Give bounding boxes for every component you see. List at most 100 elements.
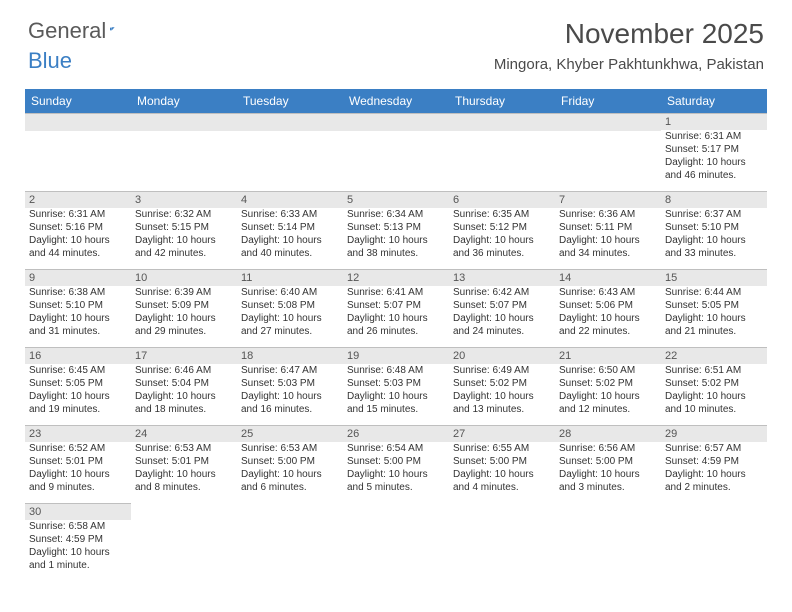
calendar-cell-empty xyxy=(661,503,767,581)
day-number: 1 xyxy=(661,113,767,130)
daylight-line: Daylight: 10 hours and 22 minutes. xyxy=(559,312,657,338)
sunset-line: Sunset: 5:10 PM xyxy=(665,221,763,234)
sunrise-line: Sunrise: 6:36 AM xyxy=(559,208,657,221)
sunrise-line: Sunrise: 6:31 AM xyxy=(29,208,127,221)
day-details: Sunrise: 6:56 AMSunset: 5:00 PMDaylight:… xyxy=(555,442,661,496)
calendar-cell: 8Sunrise: 6:37 AMSunset: 5:10 PMDaylight… xyxy=(661,191,767,269)
logo-text-general: General xyxy=(28,18,106,44)
calendar-cell: 10Sunrise: 6:39 AMSunset: 5:09 PMDayligh… xyxy=(131,269,237,347)
calendar-cell: 1Sunrise: 6:31 AMSunset: 5:17 PMDaylight… xyxy=(661,113,767,191)
sunrise-line: Sunrise: 6:33 AM xyxy=(241,208,339,221)
day-details: Sunrise: 6:57 AMSunset: 4:59 PMDaylight:… xyxy=(661,442,767,496)
calendar-cell-empty xyxy=(449,113,555,191)
sunrise-line: Sunrise: 6:57 AM xyxy=(665,442,763,455)
sunset-line: Sunset: 5:17 PM xyxy=(665,143,763,156)
sunrise-line: Sunrise: 6:54 AM xyxy=(347,442,445,455)
calendar-cell: 19Sunrise: 6:48 AMSunset: 5:03 PMDayligh… xyxy=(343,347,449,425)
calendar-row: 23Sunrise: 6:52 AMSunset: 5:01 PMDayligh… xyxy=(25,425,767,503)
weekday-header: Tuesday xyxy=(237,89,343,113)
sunset-line: Sunset: 5:03 PM xyxy=(241,377,339,390)
sunrise-line: Sunrise: 6:37 AM xyxy=(665,208,763,221)
logo-flag-icon xyxy=(110,20,115,38)
day-details: Sunrise: 6:46 AMSunset: 5:04 PMDaylight:… xyxy=(131,364,237,418)
daylight-line: Daylight: 10 hours and 6 minutes. xyxy=(241,468,339,494)
sunset-line: Sunset: 5:05 PM xyxy=(29,377,127,390)
weekday-header: Thursday xyxy=(449,89,555,113)
calendar-cell: 9Sunrise: 6:38 AMSunset: 5:10 PMDaylight… xyxy=(25,269,131,347)
sunrise-line: Sunrise: 6:42 AM xyxy=(453,286,551,299)
weekday-header: Friday xyxy=(555,89,661,113)
sunrise-line: Sunrise: 6:55 AM xyxy=(453,442,551,455)
day-number: 28 xyxy=(555,425,661,442)
calendar-cell-empty xyxy=(555,503,661,581)
daylight-line: Daylight: 10 hours and 12 minutes. xyxy=(559,390,657,416)
day-number: 19 xyxy=(343,347,449,364)
day-number: 17 xyxy=(131,347,237,364)
calendar-body: 1Sunrise: 6:31 AMSunset: 5:17 PMDaylight… xyxy=(25,113,767,581)
daylight-line: Daylight: 10 hours and 1 minute. xyxy=(29,546,127,572)
day-details: Sunrise: 6:51 AMSunset: 5:02 PMDaylight:… xyxy=(661,364,767,418)
sunrise-line: Sunrise: 6:35 AM xyxy=(453,208,551,221)
day-number: 24 xyxy=(131,425,237,442)
sunrise-line: Sunrise: 6:34 AM xyxy=(347,208,445,221)
sunset-line: Sunset: 5:01 PM xyxy=(135,455,233,468)
day-number: 2 xyxy=(25,191,131,208)
day-number: 26 xyxy=(343,425,449,442)
sunset-line: Sunset: 5:00 PM xyxy=(241,455,339,468)
weekday-header: Monday xyxy=(131,89,237,113)
day-details: Sunrise: 6:58 AMSunset: 4:59 PMDaylight:… xyxy=(25,520,131,574)
calendar-cell-empty xyxy=(343,113,449,191)
daylight-line: Daylight: 10 hours and 4 minutes. xyxy=(453,468,551,494)
day-details: Sunrise: 6:35 AMSunset: 5:12 PMDaylight:… xyxy=(449,208,555,262)
calendar-cell: 5Sunrise: 6:34 AMSunset: 5:13 PMDaylight… xyxy=(343,191,449,269)
calendar-cell: 26Sunrise: 6:54 AMSunset: 5:00 PMDayligh… xyxy=(343,425,449,503)
day-number: 14 xyxy=(555,269,661,286)
day-details: Sunrise: 6:36 AMSunset: 5:11 PMDaylight:… xyxy=(555,208,661,262)
sunset-line: Sunset: 5:01 PM xyxy=(29,455,127,468)
sunrise-line: Sunrise: 6:49 AM xyxy=(453,364,551,377)
day-details: Sunrise: 6:31 AMSunset: 5:16 PMDaylight:… xyxy=(25,208,131,262)
calendar-cell: 4Sunrise: 6:33 AMSunset: 5:14 PMDaylight… xyxy=(237,191,343,269)
calendar-cell: 12Sunrise: 6:41 AMSunset: 5:07 PMDayligh… xyxy=(343,269,449,347)
calendar-cell: 25Sunrise: 6:53 AMSunset: 5:00 PMDayligh… xyxy=(237,425,343,503)
daylight-line: Daylight: 10 hours and 21 minutes. xyxy=(665,312,763,338)
sunrise-line: Sunrise: 6:40 AM xyxy=(241,286,339,299)
day-details: Sunrise: 6:40 AMSunset: 5:08 PMDaylight:… xyxy=(237,286,343,340)
day-details: Sunrise: 6:37 AMSunset: 5:10 PMDaylight:… xyxy=(661,208,767,262)
daylight-line: Daylight: 10 hours and 38 minutes. xyxy=(347,234,445,260)
daylight-line: Daylight: 10 hours and 3 minutes. xyxy=(559,468,657,494)
calendar-cell: 17Sunrise: 6:46 AMSunset: 5:04 PMDayligh… xyxy=(131,347,237,425)
sunrise-line: Sunrise: 6:45 AM xyxy=(29,364,127,377)
daylight-line: Daylight: 10 hours and 13 minutes. xyxy=(453,390,551,416)
sunrise-line: Sunrise: 6:58 AM xyxy=(29,520,127,533)
calendar-cell: 29Sunrise: 6:57 AMSunset: 4:59 PMDayligh… xyxy=(661,425,767,503)
daylight-line: Daylight: 10 hours and 31 minutes. xyxy=(29,312,127,338)
empty-day-bar xyxy=(555,113,661,131)
day-number: 30 xyxy=(25,503,131,520)
daylight-line: Daylight: 10 hours and 46 minutes. xyxy=(665,156,763,182)
sunset-line: Sunset: 5:12 PM xyxy=(453,221,551,234)
daylight-line: Daylight: 10 hours and 24 minutes. xyxy=(453,312,551,338)
calendar-cell: 13Sunrise: 6:42 AMSunset: 5:07 PMDayligh… xyxy=(449,269,555,347)
calendar-row: 2Sunrise: 6:31 AMSunset: 5:16 PMDaylight… xyxy=(25,191,767,269)
calendar-row: 9Sunrise: 6:38 AMSunset: 5:10 PMDaylight… xyxy=(25,269,767,347)
calendar-cell: 6Sunrise: 6:35 AMSunset: 5:12 PMDaylight… xyxy=(449,191,555,269)
weekday-header-row: SundayMondayTuesdayWednesdayThursdayFrid… xyxy=(25,89,767,113)
day-details: Sunrise: 6:34 AMSunset: 5:13 PMDaylight:… xyxy=(343,208,449,262)
sunset-line: Sunset: 5:10 PM xyxy=(29,299,127,312)
sunset-line: Sunset: 5:09 PM xyxy=(135,299,233,312)
day-number: 13 xyxy=(449,269,555,286)
sunrise-line: Sunrise: 6:48 AM xyxy=(347,364,445,377)
day-number: 12 xyxy=(343,269,449,286)
calendar-cell-empty xyxy=(555,113,661,191)
calendar-cell: 2Sunrise: 6:31 AMSunset: 5:16 PMDaylight… xyxy=(25,191,131,269)
calendar-cell: 30Sunrise: 6:58 AMSunset: 4:59 PMDayligh… xyxy=(25,503,131,581)
sunset-line: Sunset: 5:13 PM xyxy=(347,221,445,234)
day-number: 29 xyxy=(661,425,767,442)
daylight-line: Daylight: 10 hours and 9 minutes. xyxy=(29,468,127,494)
day-details: Sunrise: 6:42 AMSunset: 5:07 PMDaylight:… xyxy=(449,286,555,340)
sunrise-line: Sunrise: 6:50 AM xyxy=(559,364,657,377)
sunrise-line: Sunrise: 6:47 AM xyxy=(241,364,339,377)
day-details: Sunrise: 6:32 AMSunset: 5:15 PMDaylight:… xyxy=(131,208,237,262)
sunset-line: Sunset: 5:07 PM xyxy=(453,299,551,312)
